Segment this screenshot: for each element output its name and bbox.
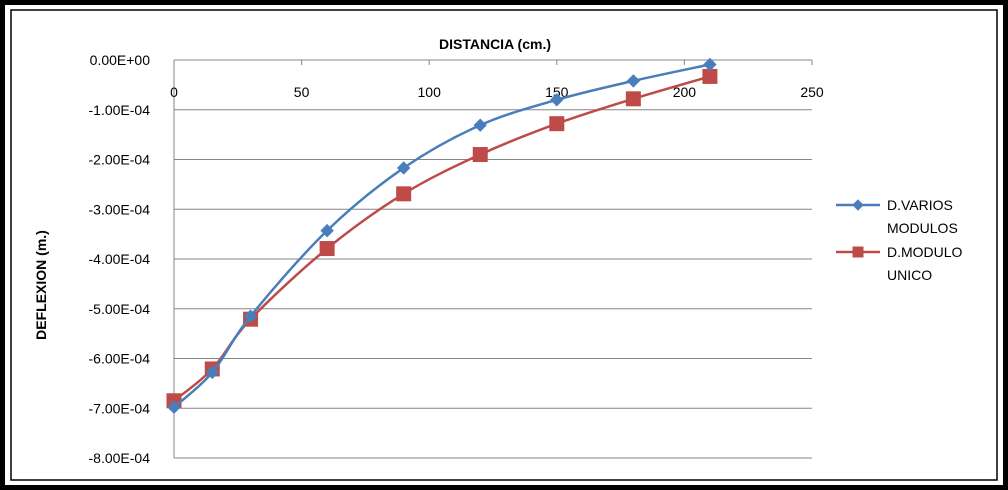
series-2-point <box>472 147 488 163</box>
series-1-point <box>205 365 219 380</box>
x-tick-label: 150 <box>545 84 569 100</box>
y-tick-label: -6.00E-04 <box>89 351 151 367</box>
y-tick-label: -1.00E-04 <box>89 102 151 118</box>
y-tick-label: -4.00E-04 <box>89 251 151 267</box>
series-1-point <box>320 223 334 238</box>
x-tick-label: 100 <box>418 84 442 100</box>
y-tick-label: -8.00E-04 <box>89 450 151 466</box>
legend-label-1: D.VARIOS <box>887 197 953 213</box>
plot-series <box>166 57 718 414</box>
series-1-point <box>396 161 411 175</box>
legend-label-2: UNICO <box>887 267 932 283</box>
legend-label-2: D.MODULO <box>887 244 963 260</box>
series-2-point <box>396 186 412 202</box>
y-tick-label: -2.00E-04 <box>89 152 151 168</box>
legend: D.VARIOS MODULOS D.MODULO UNICO <box>836 197 963 283</box>
series-1-point <box>473 118 487 132</box>
series-2-point <box>702 68 718 84</box>
y-axis-title: DEFLEXION (m.) <box>33 230 49 340</box>
series-1-point <box>243 309 258 323</box>
series-2-point <box>625 91 641 107</box>
series-1-point <box>703 57 717 72</box>
series-1-point <box>550 93 564 107</box>
legend-marker-2 <box>852 246 864 258</box>
y-tick-label: -7.00E-04 <box>89 400 151 416</box>
legend-label-1: MODULOS <box>887 220 958 236</box>
series-1-point <box>167 400 181 414</box>
x-tick-label: 200 <box>673 84 697 100</box>
gridlines <box>174 59 812 459</box>
x-axis: 0 50 100 150 200 250 <box>170 60 824 458</box>
x-tick-label: 0 <box>170 84 178 100</box>
y-tick-label: 0.00E+00 <box>90 52 151 68</box>
y-tick-label: -3.00E-04 <box>89 201 151 217</box>
legend-marker-1 <box>852 199 864 211</box>
y-axis: 0.00E+00 -1.00E-04 -2.00E-04 -3.00E-04 -4.00… <box>89 52 151 466</box>
y-tick-label: -5.00E-04 <box>89 301 151 317</box>
x-tick-label: 50 <box>294 84 310 100</box>
series-1-point <box>626 74 641 88</box>
series-2-point <box>549 116 565 132</box>
x-axis-title: DISTANCIA (cm.) <box>439 36 551 52</box>
inner-border <box>10 9 998 481</box>
x-tick-label: 250 <box>800 84 824 100</box>
series-2-point <box>319 241 335 257</box>
